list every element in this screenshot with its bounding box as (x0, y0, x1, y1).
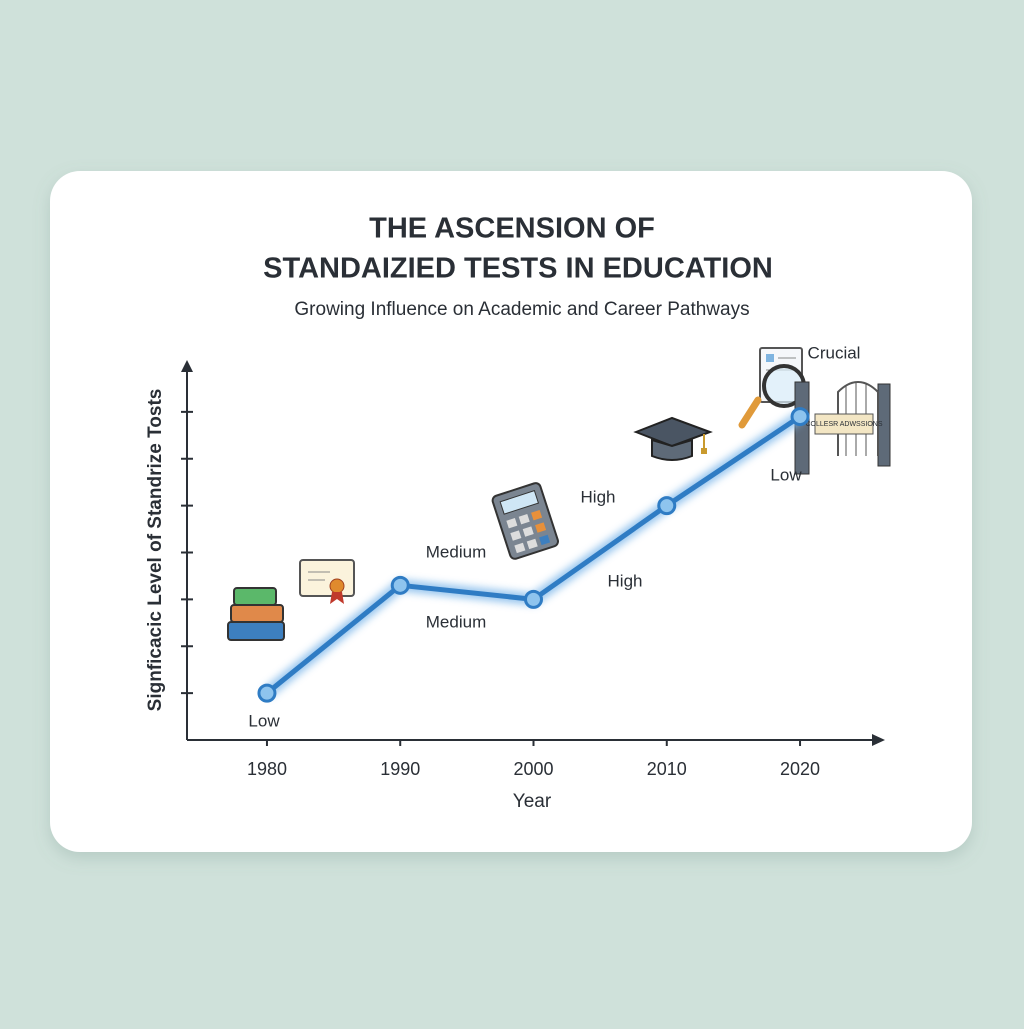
chart-title: STANDAIZIED TESTS IN EDUCATION (263, 253, 773, 285)
annotation: Medium (426, 542, 486, 561)
document-magnifier-icon (738, 347, 806, 429)
graduation-cap-icon (633, 416, 713, 461)
annotation: High (608, 571, 643, 590)
chart-subtitle: Growing Influence on Academic and Career… (294, 299, 749, 320)
x-tick-label: 1990 (380, 759, 420, 779)
certificate-icon (299, 559, 355, 604)
annotation: Crucial (808, 343, 861, 362)
annotation: Medium (426, 612, 486, 631)
x-axis-arrow (872, 734, 885, 746)
y-axis-arrow (181, 360, 193, 372)
x-tick-label: 2020 (780, 759, 820, 779)
point (790, 407, 810, 427)
point (257, 683, 277, 703)
books-icon (227, 587, 285, 641)
icon-label: COLLESR ADWSSIONS (805, 421, 882, 428)
calculator-icon (491, 482, 559, 560)
y-axis-label: Signficacic Level of Standrize Tosts (145, 389, 166, 712)
annotation: Low (248, 711, 280, 730)
point (524, 589, 543, 609)
point (657, 496, 677, 516)
annotation: Low (770, 465, 802, 484)
point (390, 575, 410, 595)
x-tick-label: 2010 (647, 759, 687, 779)
annotation: High (581, 487, 616, 506)
gate-icon: COLLESR ADWSSIONS (794, 381, 891, 475)
x-tick-label: 2000 (513, 759, 553, 779)
x-axis-label: Year (513, 791, 552, 812)
x-tick-label: 1980 (247, 759, 287, 779)
chart-title: THE ASCENSION OF (369, 213, 655, 245)
